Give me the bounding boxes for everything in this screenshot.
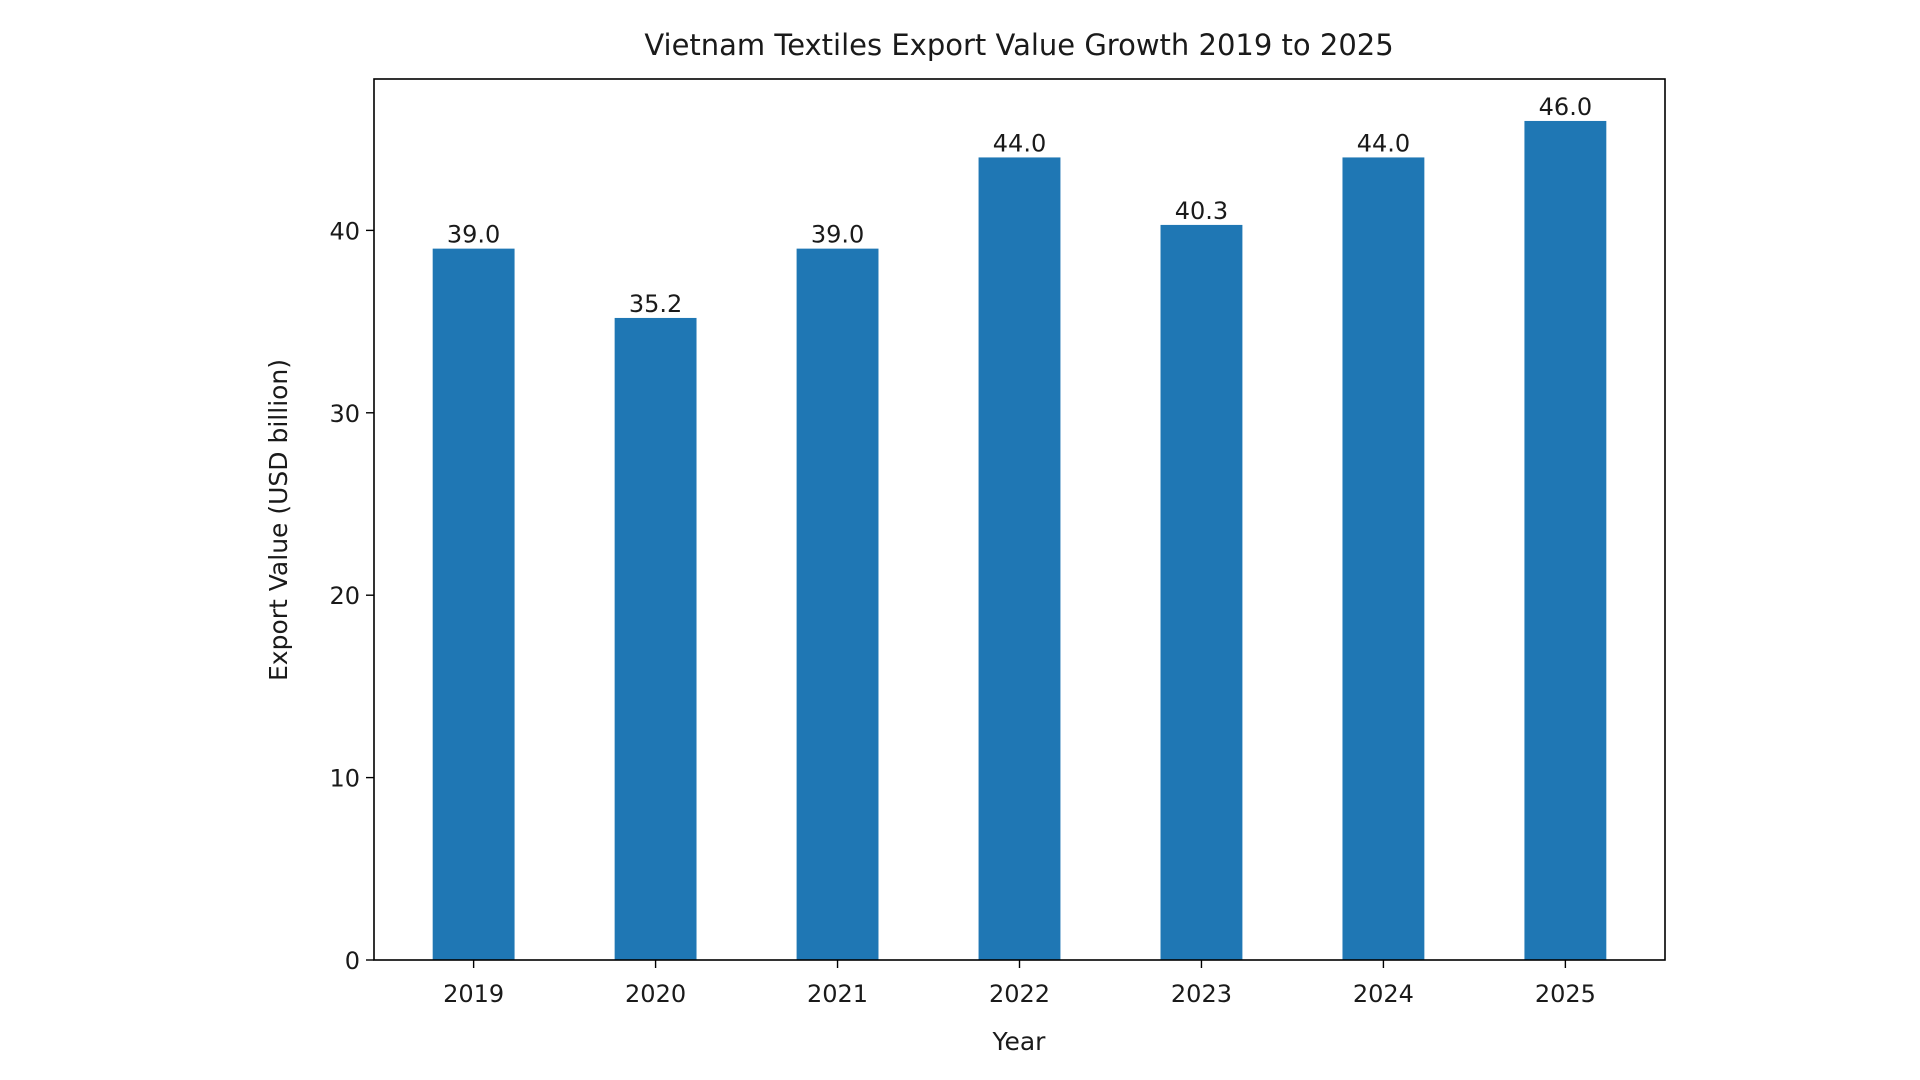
bar-2024 — [1342, 157, 1425, 960]
bar-2023 — [1160, 224, 1243, 960]
x-axis-label: Year — [992, 1027, 1047, 1056]
y-tick-label: 40 — [329, 217, 360, 245]
bars-group: 39.0 35.2 39.0 44.0 40.3 44.0 46.0 — [432, 93, 1607, 960]
x-tick-label: 2019 — [443, 980, 504, 1008]
x-tick-label: 2022 — [989, 980, 1050, 1008]
data-label: 35.2 — [629, 290, 682, 318]
data-label: 44.0 — [993, 129, 1046, 157]
y-tick-label: 30 — [329, 400, 360, 428]
data-label: 46.0 — [1539, 93, 1592, 121]
bar-2022 — [978, 157, 1061, 960]
data-label: 40.3 — [1175, 197, 1228, 225]
bar-2025 — [1524, 120, 1607, 960]
plot-frame — [373, 78, 1666, 961]
bar-2019 — [432, 248, 515, 960]
x-tick-label: 2020 — [625, 980, 686, 1008]
bar-2020 — [614, 317, 697, 960]
x-tick-label: 2025 — [1535, 980, 1596, 1008]
x-tick-label: 2024 — [1353, 980, 1414, 1008]
chart-title: Vietnam Textiles Export Value Growth 201… — [644, 28, 1393, 62]
x-tick-label: 2023 — [1171, 980, 1232, 1008]
x-tick-label: 2021 — [807, 980, 868, 1008]
data-label: 44.0 — [1357, 129, 1410, 157]
data-label: 39.0 — [811, 221, 864, 249]
y-axis-label: Export Value (USD billion) — [264, 359, 293, 681]
data-label: 39.0 — [447, 221, 500, 249]
bar-2021 — [796, 248, 879, 960]
y-tick-label: 10 — [329, 765, 360, 793]
y-tick-label: 20 — [329, 582, 360, 610]
x-axis-ticks: 2019 2020 2021 2022 2023 2024 2025 — [443, 960, 1596, 1008]
y-axis-ticks: 0 10 20 30 40 — [329, 217, 374, 975]
y-tick-label: 0 — [345, 947, 360, 975]
